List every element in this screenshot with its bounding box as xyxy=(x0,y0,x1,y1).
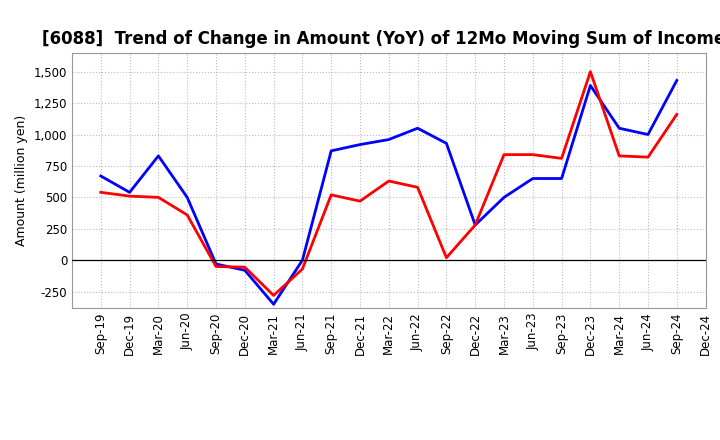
Ordinary Income xyxy=(96,173,105,179)
Net Income xyxy=(528,152,537,157)
Ordinary Income xyxy=(442,141,451,146)
Net Income xyxy=(96,190,105,195)
Line: Net Income: Net Income xyxy=(101,72,677,295)
Net Income xyxy=(442,255,451,260)
Net Income xyxy=(500,152,508,157)
Net Income xyxy=(240,264,249,270)
Net Income xyxy=(615,153,624,158)
Net Income xyxy=(644,154,652,160)
Ordinary Income xyxy=(240,268,249,273)
Ordinary Income xyxy=(471,222,480,227)
Ordinary Income xyxy=(644,132,652,137)
Ordinary Income xyxy=(557,176,566,181)
Ordinary Income xyxy=(672,78,681,83)
Net Income xyxy=(212,264,220,269)
Net Income xyxy=(154,195,163,200)
Ordinary Income xyxy=(327,148,336,154)
Net Income xyxy=(125,194,134,199)
Ordinary Income xyxy=(269,301,278,307)
Ordinary Income xyxy=(500,195,508,200)
Line: Ordinary Income: Ordinary Income xyxy=(101,81,677,304)
Y-axis label: Amount (million yen): Amount (million yen) xyxy=(15,115,28,246)
Ordinary Income xyxy=(413,125,422,131)
Net Income xyxy=(269,293,278,298)
Ordinary Income xyxy=(615,125,624,131)
Net Income xyxy=(384,178,393,183)
Ordinary Income xyxy=(154,153,163,158)
Net Income xyxy=(557,156,566,161)
Ordinary Income xyxy=(384,137,393,142)
Net Income xyxy=(327,192,336,198)
Net Income xyxy=(471,222,480,227)
Net Income xyxy=(356,198,364,204)
Ordinary Income xyxy=(586,83,595,88)
Title: [6088]  Trend of Change in Amount (YoY) of 12Mo Moving Sum of Incomes: [6088] Trend of Change in Amount (YoY) o… xyxy=(42,30,720,48)
Net Income xyxy=(183,213,192,218)
Net Income xyxy=(298,266,307,271)
Ordinary Income xyxy=(528,176,537,181)
Net Income xyxy=(672,112,681,117)
Ordinary Income xyxy=(125,190,134,195)
Ordinary Income xyxy=(298,257,307,263)
Ordinary Income xyxy=(183,195,192,200)
Ordinary Income xyxy=(356,142,364,147)
Ordinary Income xyxy=(212,261,220,267)
Net Income xyxy=(413,185,422,190)
Net Income xyxy=(586,69,595,74)
